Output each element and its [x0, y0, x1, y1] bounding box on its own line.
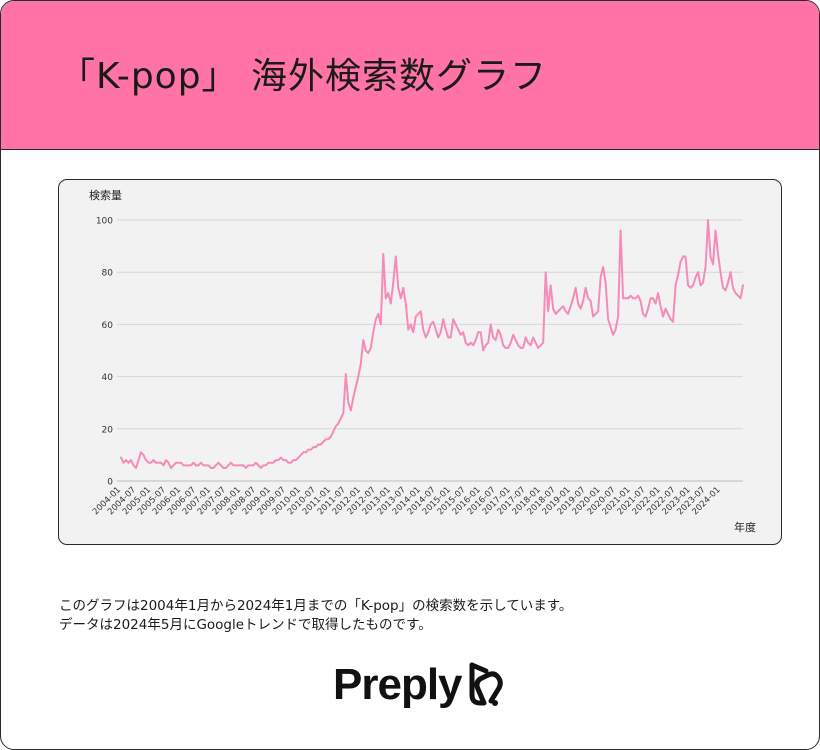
x-axis-label: 年度: [734, 520, 756, 534]
preply-heart-icon: [469, 662, 503, 706]
chart-caption: このグラフは2004年1月から2024年1月までの「K-pop」の検索数を示して…: [59, 597, 572, 635]
page-title: 「K-pop」 海外検索数グラフ: [59, 56, 547, 97]
caption-line-1: このグラフは2004年1月から2024年1月までの「K-pop」の検索数を示して…: [59, 598, 573, 614]
search-volume-chart: 検索量0204060801002004-012004-072005-012005…: [89, 188, 756, 534]
series-line: [120, 219, 744, 469]
logo-text: Preply: [333, 660, 463, 709]
y-tick-label: 100: [96, 217, 113, 227]
y-tick-label: 0: [107, 478, 113, 488]
y-tick-label: 80: [102, 269, 114, 279]
y-tick-label: 40: [102, 373, 114, 383]
preply-logo: Preply: [333, 657, 508, 713]
caption-line-2: データは2024年5月にGoogleトレンドで取得したものです。: [59, 617, 432, 633]
y-tick-label: 20: [102, 425, 114, 435]
y-tick-label: 60: [102, 321, 114, 331]
chart-card: 検索量 0 20 40 60 80 100 2004-01 2004-07 2005-01 2005…: [58, 179, 782, 545]
header-banner: 「K-pop」 海外検索数グラフ: [1, 1, 819, 150]
y-axis-label: 検索量: [89, 188, 122, 202]
